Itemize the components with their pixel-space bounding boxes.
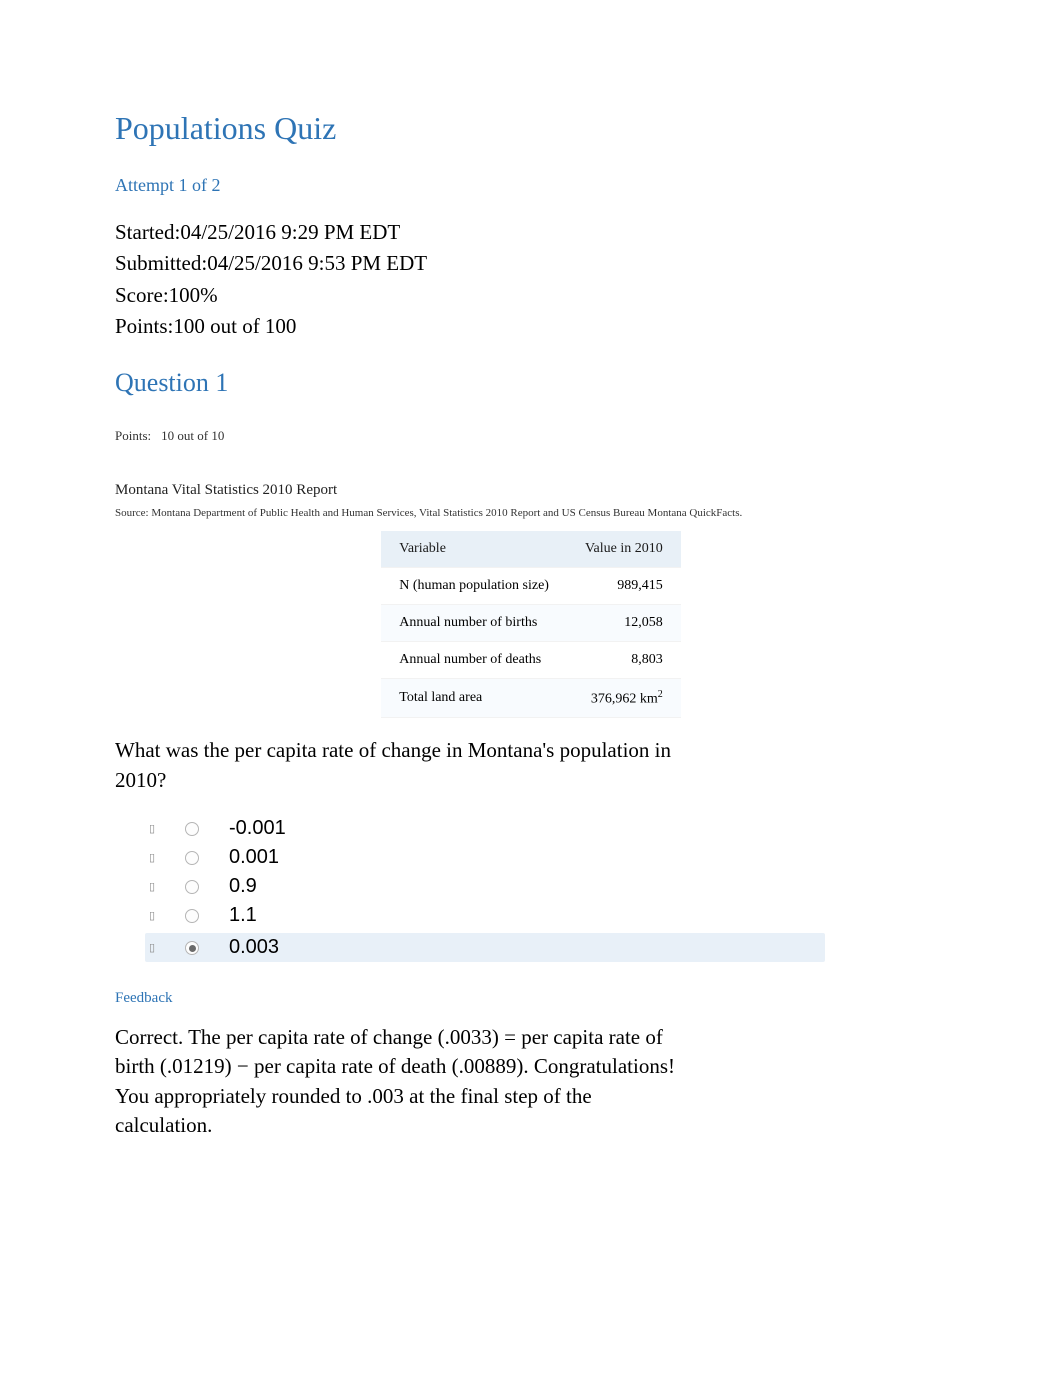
superscript: 2: [658, 689, 663, 700]
answer-options: ▯ -0.001 ▯ 0.001 ▯ 0.9 ▯ 1.1 ▯ 0.003: [115, 817, 947, 962]
question-prompt: What was the per capita rate of change i…: [115, 736, 675, 795]
table-cell-variable: Total land area: [381, 678, 567, 718]
table-cell-variable: Annual number of births: [381, 604, 567, 641]
bullet-icon: ▯: [149, 880, 157, 893]
option-text: 0.001: [229, 846, 279, 869]
table-cell-variable: N (human population size): [381, 567, 567, 604]
bullet-icon: ▯: [149, 851, 157, 864]
score-value: 100%: [169, 283, 218, 307]
question-points: Points: 10 out of 10: [115, 428, 947, 444]
answer-option[interactable]: ▯ 0.001: [149, 846, 947, 869]
radio-icon[interactable]: [185, 851, 199, 865]
table-cell-value: 376,962 km2: [567, 678, 681, 718]
table-row: Total land area 376,962 km2: [381, 678, 680, 718]
question-points-value: 10 out of 10: [161, 428, 224, 443]
option-text: 0.9: [229, 875, 257, 898]
points-label: Points:: [115, 314, 173, 338]
table-cell-variable: Annual number of deaths: [381, 641, 567, 678]
table-row: Annual number of deaths 8,803: [381, 641, 680, 678]
table-row: N (human population size) 989,415: [381, 567, 680, 604]
page-title: Populations Quiz: [115, 110, 947, 147]
report-source: Source: Montana Department of Public Hea…: [115, 507, 947, 519]
points-value: 100 out of 100: [173, 314, 296, 338]
option-text: 0.003: [229, 936, 279, 959]
table-header-variable: Variable: [381, 531, 567, 568]
radio-icon[interactable]: [185, 909, 199, 923]
answer-option[interactable]: ▯ 0.9: [149, 875, 947, 898]
bullet-icon: ▯: [149, 822, 157, 835]
table-cell-value: 8,803: [567, 641, 681, 678]
quiz-meta: Started:04/25/2016 9:29 PM EDT Submitted…: [115, 218, 947, 342]
bullet-icon: ▯: [149, 909, 157, 922]
feedback-heading: Feedback: [115, 990, 947, 1007]
submitted-value: 04/25/2016 9:53 PM EDT: [207, 251, 427, 275]
radio-icon[interactable]: [185, 880, 199, 894]
table-row: Annual number of births 12,058: [381, 604, 680, 641]
question-points-label: Points:: [115, 428, 151, 443]
table-cell-value: 989,415: [567, 567, 681, 604]
answer-option-selected[interactable]: ▯ 0.003: [145, 933, 825, 962]
report-title: Montana Vital Statistics 2010 Report: [115, 482, 947, 499]
table-header-value: Value in 2010: [567, 531, 681, 568]
started-label: Started:: [115, 220, 180, 244]
radio-icon-selected[interactable]: [185, 941, 199, 955]
table-cell-value-text: 376,962 km: [591, 691, 658, 706]
feedback-text: Correct. The per capita rate of change (…: [115, 1023, 675, 1141]
score-label: Score:: [115, 283, 169, 307]
answer-option[interactable]: ▯ -0.001: [149, 817, 947, 840]
stats-table: Variable Value in 2010 N (human populati…: [381, 531, 680, 719]
option-text: 1.1: [229, 904, 257, 927]
bullet-icon: ▯: [149, 941, 157, 954]
attempt-label: Attempt 1 of 2: [115, 175, 947, 196]
radio-icon[interactable]: [185, 822, 199, 836]
started-value: 04/25/2016 9:29 PM EDT: [180, 220, 400, 244]
table-cell-value: 12,058: [567, 604, 681, 641]
option-text: -0.001: [229, 817, 286, 840]
question-heading: Question 1: [115, 368, 947, 398]
answer-option[interactable]: ▯ 1.1: [149, 904, 947, 927]
submitted-label: Submitted:: [115, 251, 207, 275]
